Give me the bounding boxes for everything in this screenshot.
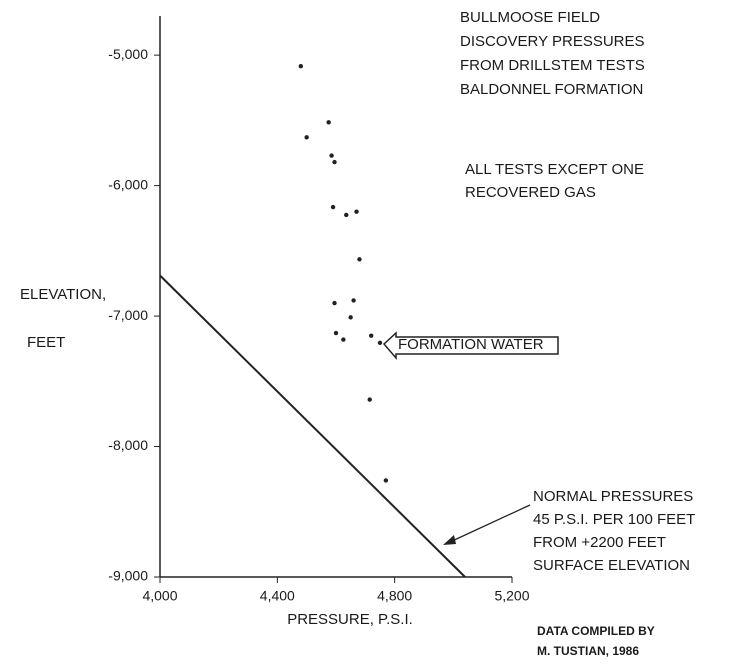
y-axis-label: ELEVATION,: [20, 286, 106, 303]
pressure-line: [159, 274, 466, 578]
pointer-line: [449, 504, 531, 543]
annotation: NORMAL PRESSURES: [533, 488, 693, 505]
data-point: [354, 209, 359, 214]
x-tick-label: 4,400: [260, 588, 295, 604]
title-line: FROM DRILLSTEM TESTS: [460, 57, 645, 74]
y-axis-label: FEET: [27, 334, 65, 351]
data-point: [377, 340, 383, 346]
pointer-head: [443, 535, 456, 545]
data-point: [383, 478, 389, 483]
annotation: FROM +2200 FEET: [533, 534, 666, 551]
title-line: BULLMOOSE FIELD: [460, 9, 600, 26]
data-point: [341, 337, 346, 342]
annotation: RECOVERED GAS: [465, 184, 596, 201]
data-point: [348, 315, 353, 320]
callout-arrow: [382, 331, 559, 361]
annotation: M. TUSTIAN, 1986: [537, 644, 639, 658]
annotation: ALL TESTS EXCEPT ONE: [465, 161, 644, 178]
data-point: [304, 135, 309, 140]
y-tick-label: -8,000: [108, 437, 148, 453]
data-point: [326, 120, 331, 125]
data-point: [329, 153, 334, 158]
data-point: [332, 159, 337, 165]
data-point: [351, 298, 356, 303]
x-tick-label: 4,800: [377, 588, 412, 604]
y-tick-label: -6,000: [108, 176, 148, 192]
title-line: BALDONNEL FORMATION: [460, 81, 643, 98]
data-point: [344, 212, 349, 218]
annotation: 45 P.S.I. PER 100 FEET: [533, 511, 695, 528]
data-point: [333, 330, 339, 336]
data-point: [367, 397, 372, 402]
x-tick-label: 4,000: [142, 588, 177, 604]
y-tick-label: -5,000: [108, 46, 148, 62]
title-line: DISCOVERY PRESSURES: [460, 33, 645, 50]
annotation: SURFACE ELEVATION: [533, 557, 690, 574]
x-tick-label: 5,200: [494, 588, 529, 604]
data-point: [357, 257, 362, 262]
data-point: [298, 64, 303, 69]
y-tick-label: -7,000: [108, 307, 148, 323]
x-axis-label: PRESSURE, P.S.I.: [287, 611, 413, 628]
y-tick-label: -9,000: [108, 568, 148, 584]
data-point: [330, 204, 336, 210]
data-point: [332, 300, 337, 306]
data-point: [369, 333, 374, 338]
annotation: FORMATION WATER: [398, 336, 544, 353]
annotation: DATA COMPILED BY: [537, 624, 655, 638]
